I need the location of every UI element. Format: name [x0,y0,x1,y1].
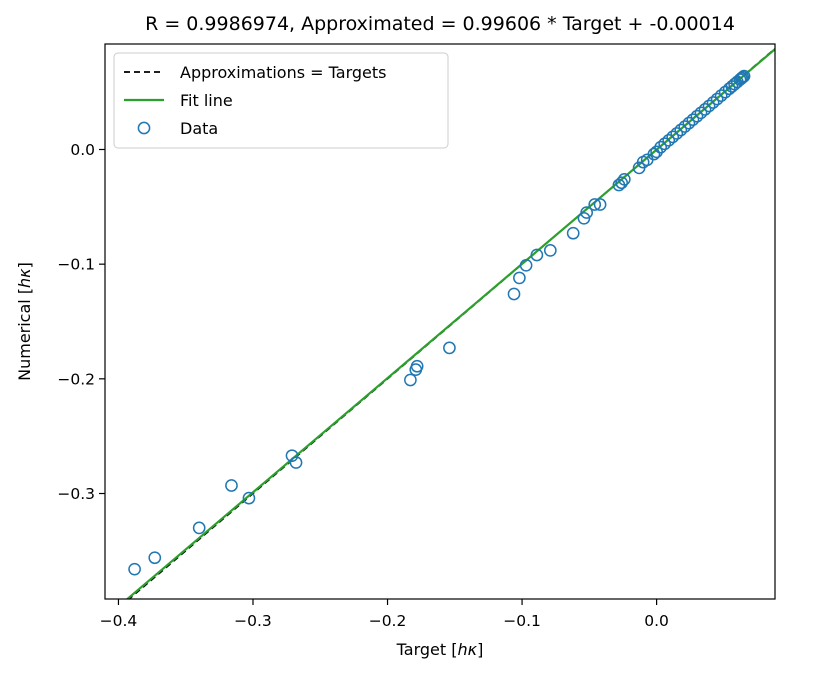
data-point [650,145,663,159]
x-tick-label: −0.3 [234,612,272,630]
data-point [513,271,526,285]
data-point [443,341,456,355]
data-point [706,96,720,109]
y-tick-label: −0.2 [57,370,95,388]
data-point [647,147,661,161]
data-point [678,120,692,133]
data-point [674,123,688,137]
y-axis-ticks: 0.0 −0.1 −0.2 −0.3 [57,141,105,503]
data-point [736,70,750,84]
y-tick-label: −0.3 [57,485,95,503]
data-point [666,130,680,144]
legend-box [113,52,449,149]
plot-area [125,47,775,599]
data-point [735,72,748,85]
data-point [192,521,206,535]
data-point [530,248,544,262]
data-point [543,244,557,257]
y-tick-label: −0.1 [57,256,95,274]
data-point [580,206,593,219]
data-point [593,198,607,211]
data-point [698,103,712,116]
y-tick-label: 0.0 [70,141,95,159]
x-tick-label: 0.0 [644,612,669,630]
data-point [654,140,667,154]
data-point [670,127,684,140]
x-tick-label: −0.1 [503,612,541,630]
legend: Approximations = Targets Fit line Data [113,52,449,149]
legend-label: Fit line [180,91,233,110]
x-tick-label: −0.4 [100,612,138,630]
data-point [690,109,704,123]
data-point [702,99,716,113]
x-tick-label: −0.2 [369,612,407,630]
legend-marker-swatch [137,121,151,135]
data-point [658,137,672,151]
data-point [686,113,700,127]
data-point [588,198,602,211]
data-point [662,133,676,147]
data-point [615,176,628,190]
y-axis-label: Numerical [hκ] [15,262,34,381]
data-point [225,479,238,492]
legend-label: Approximations = Targets [180,63,386,82]
chart-title: R = 0.9986974, Approximated = 0.99606 * … [145,13,735,35]
data-point [519,258,533,272]
data-point [289,456,303,469]
data-point [617,172,631,186]
data-point [148,551,162,565]
data-point [737,69,751,83]
data-point [577,211,591,225]
legend-label: Data [180,119,218,138]
x-axis-label: Target [hκ] [396,640,484,659]
data-point [682,116,696,130]
x-axis-ticks: −0.4 −0.3 −0.2 −0.1 0.0 [100,599,669,630]
data-point [285,449,299,463]
data-point [566,226,580,240]
data-point [507,287,521,301]
data-point [710,92,724,106]
data-point [714,89,728,102]
data-point [694,106,708,120]
data-point [733,73,747,86]
fit-line [125,48,775,599]
data-point [404,373,417,387]
plot-frame [104,43,776,600]
data-point [410,359,424,373]
data-point [128,562,141,576]
data-point [242,491,256,505]
